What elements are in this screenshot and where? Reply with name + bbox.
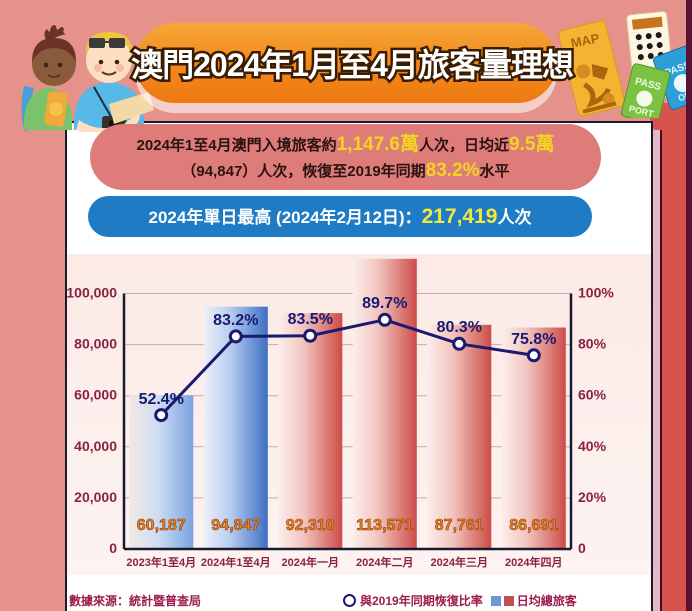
- svg-text:94,847: 94,847: [211, 517, 260, 534]
- svg-text:2024年1至4月: 2024年1至4月: [201, 555, 271, 569]
- svg-text:2024年一月: 2024年一月: [282, 555, 339, 569]
- svg-text:113,571: 113,571: [356, 517, 413, 534]
- svg-text:20,000: 20,000: [74, 489, 117, 505]
- svg-text:2023年1至4月: 2023年1至4月: [126, 555, 196, 569]
- svg-text:87,761: 87,761: [435, 517, 484, 534]
- svg-text:52.4%: 52.4%: [139, 391, 184, 408]
- svg-text:83.2%: 83.2%: [213, 312, 258, 329]
- svg-text:83.5%: 83.5%: [288, 311, 333, 328]
- svg-text:80%: 80%: [578, 336, 607, 352]
- svg-text:20%: 20%: [578, 489, 607, 505]
- svg-text:80.3%: 80.3%: [437, 319, 482, 336]
- svg-text:2024年二月: 2024年二月: [356, 555, 413, 569]
- svg-text:80,000: 80,000: [74, 336, 117, 352]
- svg-text:86,691: 86,691: [509, 517, 558, 534]
- svg-text:2024年四月: 2024年四月: [505, 555, 562, 569]
- svg-text:60,000: 60,000: [74, 387, 117, 403]
- svg-text:0: 0: [578, 540, 586, 556]
- svg-text:92,310: 92,310: [286, 517, 335, 534]
- svg-text:60,187: 60,187: [137, 517, 186, 534]
- svg-text:100,000: 100,000: [67, 285, 117, 301]
- svg-text:60%: 60%: [578, 387, 607, 403]
- svg-text:40,000: 40,000: [74, 438, 117, 454]
- svg-text:40%: 40%: [578, 438, 607, 454]
- svg-text:75.8%: 75.8%: [511, 331, 556, 348]
- svg-text:2024年三月: 2024年三月: [431, 555, 488, 569]
- svg-text:89.7%: 89.7%: [362, 295, 407, 312]
- svg-text:0: 0: [109, 540, 117, 556]
- svg-text:100%: 100%: [578, 285, 614, 301]
